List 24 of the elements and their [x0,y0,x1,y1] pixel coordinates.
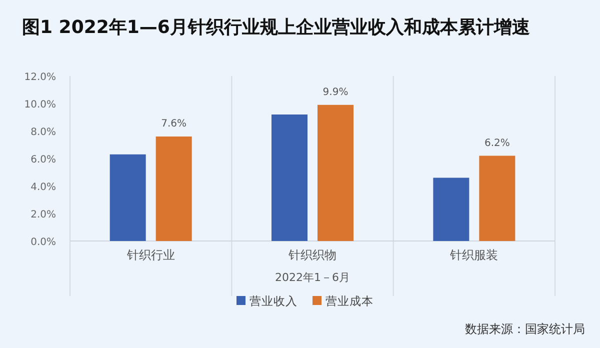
bar [479,156,516,241]
bar [156,136,192,241]
y-tick-label: 8.0% [30,127,56,138]
y-tick-label: 10.0% [24,100,56,110]
data-label: 7.6% [161,118,187,130]
y-tick-label: 2.0% [30,210,56,220]
y-tick-label: 0.0% [30,237,56,248]
bar [272,114,308,241]
y-tick-label: 6.0% [30,154,56,166]
bar [110,154,146,241]
data-label: 6.2% [484,138,510,149]
y-tick-label: 12.0% [24,72,56,83]
x-axis-title: 2022年1－6月 [275,271,350,284]
bar [318,104,354,241]
x-tick-label: 针织行业 [126,248,175,262]
legend-label: 营业成本 [326,294,374,308]
y-tick-label: 4.0% [30,182,56,193]
legend-label: 营业收入 [250,294,298,308]
x-tick-label: 针织服装 [449,248,498,262]
title: 图1 2022年1—6月针织行业规上企业营业收入和成本累计增速 [22,17,530,38]
data-label: 9.9% [322,86,348,98]
bar [433,178,470,241]
source-note: 数据来源：国家统计局 [465,322,585,336]
x-tick-label: 针织织物 [288,248,336,262]
